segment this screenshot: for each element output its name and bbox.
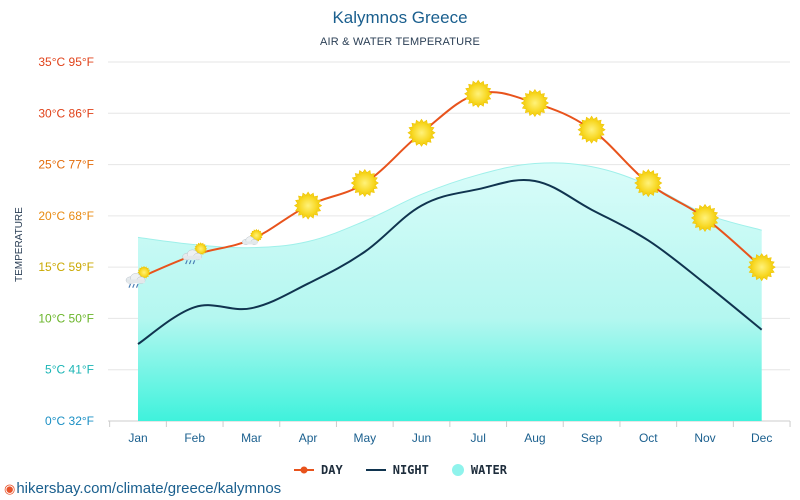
y-tick-label: 35°C 95°F — [38, 55, 94, 69]
x-tick-label: Jan — [128, 431, 147, 445]
x-tick-label: Apr — [299, 431, 318, 445]
y-tick-label: 0°C 32°F — [45, 414, 94, 428]
sun-icon — [690, 203, 720, 232]
rain-cloud-sun-icon — [125, 265, 151, 288]
x-tick-label: Dec — [751, 431, 772, 445]
legend-night-marker — [365, 469, 386, 471]
y-tick-label: 10°C 50°F — [38, 311, 94, 325]
y-tick-label: 5°C 41°F — [45, 363, 94, 377]
y-tick-label: 15°C 59°F — [38, 260, 94, 274]
cloud-sun-icon — [241, 228, 263, 245]
source-link[interactable]: ◉hikersbay.com/climate/greece/kalymnos — [4, 480, 281, 497]
x-tick-label: Nov — [694, 431, 715, 445]
legend-day-marker — [294, 466, 315, 474]
x-tick-label: Feb — [184, 431, 205, 445]
night-line — [137, 179, 763, 345]
temperature-chart: 35°C 95°F 30°C 86°F 25°C 77°F 20°C 68°F 15°C… — [38, 55, 791, 445]
sun-icon — [747, 253, 776, 282]
sun-icon — [634, 168, 663, 198]
x-tick-label: May — [353, 431, 376, 445]
location-pin-icon: ◉ — [4, 481, 16, 496]
legend-item-water[interactable]: WATER — [451, 463, 507, 477]
water-area — [138, 162, 762, 421]
legend-water-label: WATER — [470, 463, 507, 477]
sun-icon — [294, 191, 323, 220]
x-tick-label: Aug — [524, 431, 545, 445]
x-tick-label: Mar — [241, 431, 262, 445]
x-tick-label: Sep — [581, 431, 603, 445]
x-tick-label: Jul — [471, 431, 486, 445]
sun-icon — [520, 88, 549, 118]
chart-title: Kalymnos Greece — [332, 8, 468, 27]
chart-legend: DAY NIGHT WATER — [0, 463, 800, 477]
legend-water-marker — [451, 464, 464, 476]
y-tick-label: 30°C 86°F — [38, 106, 94, 120]
source-link-text: hikersbay.com/climate/greece/kalymnos — [16, 480, 282, 497]
sun-icon — [464, 79, 493, 108]
x-tick-label: Oct — [639, 431, 658, 445]
y-tick-label: 25°C 77°F — [38, 158, 94, 172]
legend-item-day[interactable]: DAY — [293, 463, 343, 477]
x-tick-label: Jun — [412, 431, 431, 445]
legend-day-label: DAY — [321, 463, 343, 477]
sun-icon — [577, 115, 606, 144]
legend-item-night[interactable]: NIGHT — [365, 463, 429, 477]
sun-icon — [407, 118, 436, 147]
rain-cloud-sun-icon — [182, 242, 208, 265]
y-tick-label: 20°C 68°F — [38, 209, 94, 223]
sun-icon — [350, 168, 379, 198]
chart-subtitle: AIR & WATER TEMPERATURE — [319, 36, 481, 48]
legend-night-label: NIGHT — [392, 463, 429, 477]
